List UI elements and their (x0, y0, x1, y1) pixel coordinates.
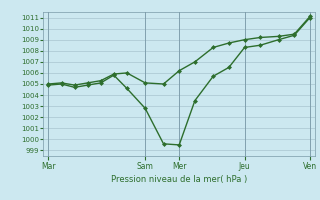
X-axis label: Pression niveau de la mer( hPa ): Pression niveau de la mer( hPa ) (111, 175, 247, 184)
